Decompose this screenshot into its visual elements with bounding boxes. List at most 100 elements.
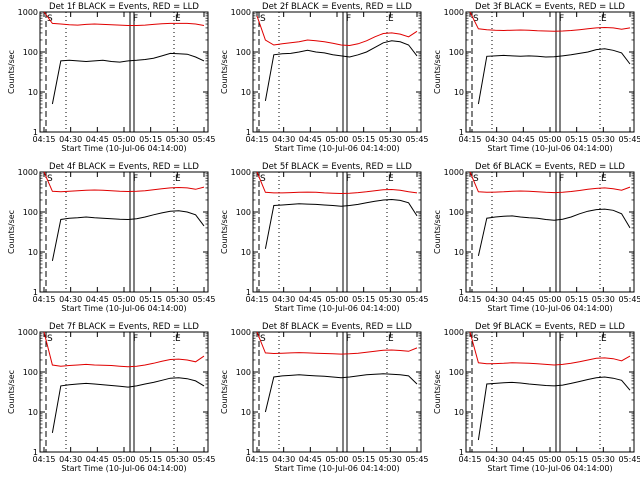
y-tick-label: 1000: [18, 328, 38, 337]
x-tick-label: 05:00: [538, 455, 561, 464]
chart-panel: Det 5f BLACK = Events, RED = LLD 1 10 100 10…: [220, 162, 429, 313]
x-tick-label: 04:45: [512, 295, 535, 304]
marker-label: E: [388, 334, 394, 344]
y-tick-label: 1000: [231, 328, 251, 337]
x-tick-label: 05:00: [112, 295, 135, 304]
events-series-line: [51, 210, 205, 261]
x-tick-label: 04:15: [458, 295, 481, 304]
y-tick-label: 1: [459, 448, 464, 457]
y-axis-label: Counts/sec: [433, 370, 442, 414]
events-series-line: [264, 198, 418, 249]
events-series-line: [51, 377, 205, 433]
y-tick-label: 1000: [18, 168, 38, 177]
x-tick-label: 05:15: [565, 295, 588, 304]
x-tick-label: 04:45: [86, 295, 109, 304]
events-series-line: [51, 52, 205, 105]
chart-title: Det 4f BLACK = Events, RED = LLD: [49, 162, 199, 172]
y-tick-label: 100: [236, 368, 251, 377]
y-tick-label: 10: [241, 88, 251, 97]
y-tick-label: 10: [241, 248, 251, 257]
x-tick-label: 05:45: [618, 295, 640, 304]
x-tick-label: 05:00: [112, 135, 135, 144]
marker-label: F: [346, 174, 351, 184]
x-axis-label: Start Time (10-Jul-06 04:14:00): [487, 144, 612, 153]
marker-label: S: [47, 334, 53, 344]
x-tick-label: 04:30: [59, 455, 82, 464]
y-tick-label: 100: [23, 208, 38, 217]
events-series-line: [264, 40, 418, 101]
x-tick-label: 04:15: [245, 455, 268, 464]
events-series-line: [264, 373, 418, 413]
y-tick-label: 10: [454, 88, 464, 97]
y-tick-label: 1: [459, 288, 464, 297]
chart-title: Det 2f BLACK = Events, RED = LLD: [262, 2, 412, 12]
marker-label: E: [601, 14, 607, 24]
chart-panel: Det 3f BLACK = Events, RED = LLD 1 10 100 10…: [433, 2, 640, 153]
plot-frame: [465, 331, 635, 453]
marker-label: S: [47, 174, 53, 184]
x-tick-label: 04:45: [86, 135, 109, 144]
marker-label: E: [175, 334, 181, 344]
x-axis-label: Start Time (10-Jul-06 04:14:00): [274, 304, 399, 313]
x-tick-label: 05:00: [325, 295, 348, 304]
y-tick-label: 10: [28, 408, 38, 417]
y-axis-label: Counts/sec: [7, 210, 16, 254]
y-tick-label: 100: [449, 368, 464, 377]
lld-series-line: [469, 331, 631, 366]
y-tick-label: 1: [246, 448, 251, 457]
lld-series-line: [43, 171, 205, 193]
lld-series-line: [43, 11, 205, 26]
marker-label: S: [260, 174, 266, 184]
x-tick-label: 04:15: [458, 135, 481, 144]
y-tick-label: 10: [28, 248, 38, 257]
y-axis-label: Counts/sec: [220, 370, 229, 414]
marker-label: F: [559, 174, 564, 184]
y-tick-label: 100: [449, 208, 464, 217]
chart-title: Det 3f BLACK = Events, RED = LLD: [475, 2, 625, 12]
x-tick-label: 05:45: [618, 455, 640, 464]
x-tick-label: 04:30: [272, 455, 295, 464]
y-tick-label: 100: [23, 48, 38, 57]
x-tick-label: 05:30: [166, 135, 189, 144]
x-axis-label: Start Time (10-Jul-06 04:14:00): [61, 144, 186, 153]
x-tick-label: 04:30: [272, 295, 295, 304]
x-tick-label: 04:45: [512, 135, 535, 144]
x-tick-label: 04:30: [59, 295, 82, 304]
chart-panel: Det 1f BLACK = Events, RED = LLD 1 10 100 10…: [7, 2, 216, 153]
marker-label: F: [346, 334, 351, 344]
x-tick-label: 04:30: [485, 455, 508, 464]
marker-label: S: [473, 334, 479, 344]
marker-label: F: [559, 14, 564, 24]
y-axis-label: Counts/sec: [433, 50, 442, 94]
x-tick-label: 04:45: [512, 455, 535, 464]
plot-frame: [39, 171, 209, 293]
marker-label: S: [473, 174, 479, 184]
x-tick-label: 04:15: [32, 455, 55, 464]
marker-label: S: [473, 14, 479, 24]
x-tick-label: 05:45: [192, 135, 215, 144]
marker-label: E: [601, 174, 607, 184]
x-tick-label: 05:45: [405, 135, 428, 144]
y-tick-label: 1000: [18, 8, 38, 17]
marker-label: E: [175, 14, 181, 24]
x-tick-label: 05:45: [192, 295, 215, 304]
x-tick-label: 05:15: [139, 455, 162, 464]
chart-title: Det 1f BLACK = Events, RED = LLD: [49, 2, 199, 12]
lld-series-line: [256, 15, 418, 47]
y-tick-label: 1: [246, 128, 251, 137]
x-tick-label: 05:45: [405, 455, 428, 464]
chart-panel: Det 2f BLACK = Events, RED = LLD 1 10 100 10…: [220, 2, 429, 153]
y-tick-label: 1: [33, 288, 38, 297]
marker-label: F: [133, 334, 138, 344]
lld-series-line: [256, 331, 418, 355]
x-tick-label: 05:30: [592, 455, 615, 464]
x-tick-label: 05:30: [166, 455, 189, 464]
marker-label: F: [133, 14, 138, 24]
x-tick-label: 04:45: [86, 455, 109, 464]
y-tick-label: 1000: [231, 8, 251, 17]
y-tick-label: 1000: [231, 168, 251, 177]
chart-title: Det 6f BLACK = Events, RED = LLD: [475, 162, 625, 172]
y-tick-label: 1: [33, 128, 38, 137]
chart-panel: Det 6f BLACK = Events, RED = LLD 1 10 100 10…: [433, 162, 640, 313]
